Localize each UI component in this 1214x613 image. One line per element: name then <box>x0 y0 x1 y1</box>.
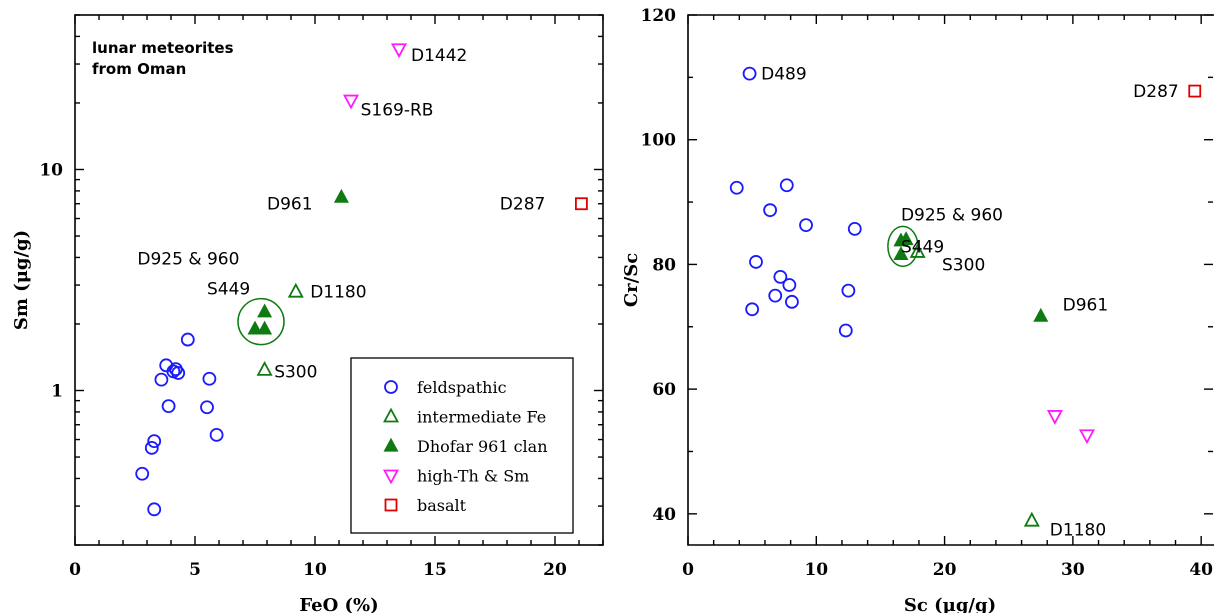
x-tick-label: 15 <box>423 560 447 580</box>
highth-point <box>342 94 360 110</box>
legend-marker-dhofar <box>383 437 399 452</box>
feldspathic-point <box>838 323 853 338</box>
feldspathic-point <box>147 434 162 449</box>
highth-point <box>390 43 408 59</box>
point-annotation: D925 & 960 <box>137 250 239 270</box>
intermediate-point <box>1023 511 1040 527</box>
feldspathic-point <box>729 180 744 195</box>
legend-label-highth: high-Th & Sm <box>417 467 529 486</box>
legend-label-dhofar: Dhofar 961 clan <box>417 437 548 456</box>
y-tick-label: 120 <box>641 6 677 26</box>
feldspathic-point <box>161 399 176 414</box>
dhofar-point <box>333 188 349 203</box>
x-tick-label: 40 <box>1189 560 1213 580</box>
point-annotation: D1180 <box>310 283 366 303</box>
dhofar-point <box>257 320 273 335</box>
feldspathic-point <box>785 294 799 309</box>
point-annotation: D1442 <box>411 46 467 66</box>
point-annotation: D925 & 960 <box>901 206 1003 226</box>
x-axis-label: FeO (%) <box>299 595 378 613</box>
feldspathic-point <box>154 372 169 387</box>
x-tick-label: 20 <box>933 560 957 580</box>
legend-label-intermediate: intermediate Fe <box>417 408 546 427</box>
highth-point <box>1046 410 1063 425</box>
point-annotation: D961 <box>1063 295 1109 315</box>
y-tick-label: 80 <box>652 255 676 275</box>
feldspathic-point <box>749 255 763 269</box>
dhofar-point <box>898 231 914 246</box>
dhofar-point <box>247 320 263 335</box>
point-annotation: S169-RB <box>361 100 434 120</box>
chart-title-line2: from Oman <box>92 60 186 78</box>
feldspathic-point <box>779 178 794 193</box>
point-annotation: D961 <box>267 195 313 215</box>
y-tick-label: 100 <box>641 131 677 151</box>
feldspathic-point <box>147 502 162 517</box>
dhofar-point <box>893 246 909 261</box>
feldspathic-point <box>841 283 856 298</box>
point-annotation: D287 <box>1133 82 1179 102</box>
chart-title-line1: lunar meteorites <box>92 39 234 57</box>
feldspathic-point <box>171 366 186 380</box>
intermediate-point <box>287 282 304 298</box>
left-chart-feo-vs-sm: 0 5 10 15 20 1 10 FeO (%) Sm (μg/g) lunar meteori… <box>11 14 604 613</box>
legend-label-feldspathic: feldspathic <box>417 378 507 397</box>
x-tick-label: 0 <box>69 560 81 580</box>
highth-point <box>1078 429 1096 445</box>
point-annotation: D1180 <box>1050 520 1106 540</box>
feldspathic-point <box>799 218 813 233</box>
x-tick-label: 10 <box>804 560 828 580</box>
intermediate-point <box>909 243 926 258</box>
y-tick-label: 60 <box>652 380 676 400</box>
y-tick-label: 1 <box>51 382 63 402</box>
x-tick-label: 0 <box>682 560 694 580</box>
feldspathic-point <box>773 269 788 284</box>
point-annotation: D489 <box>761 65 807 85</box>
feldspathic-point <box>745 302 760 317</box>
x-axis-label: Sc (μg/g) <box>904 595 996 613</box>
point-annotation: S449 <box>901 237 944 257</box>
dhofar-point <box>1033 307 1049 322</box>
right-chart-sc-vs-crsc: 0 10 20 30 40 40 60 80 100 120 Sc (μg/g) Cr/Sc D489 D… <box>621 6 1214 613</box>
point-annotation: S300 <box>274 362 317 382</box>
legend-marker-intermediate <box>382 407 400 423</box>
feldspathic-point <box>763 203 778 218</box>
feldspathic-point <box>200 400 214 415</box>
point-annotation: D287 <box>500 195 546 215</box>
intermediate-point <box>256 360 273 376</box>
y-axis-label: Sm (μg/g) <box>11 230 32 330</box>
y-tick-label: 10 <box>39 160 63 180</box>
feldspathic-point <box>847 221 862 236</box>
point-annotation: S449 <box>207 279 250 299</box>
dhofar-point <box>257 303 273 318</box>
legend-marker-highth <box>382 469 400 485</box>
feldspathic-point <box>782 278 797 292</box>
y-axis-label: Cr/Sc <box>621 253 642 307</box>
clan-highlight-circle <box>237 297 285 346</box>
feldspathic-point <box>742 66 757 81</box>
x-tick-label: 5 <box>189 560 201 580</box>
x-tick-label: 20 <box>543 560 567 580</box>
legend-marker-feldspathic <box>384 380 398 394</box>
feldspathic-point <box>202 371 217 386</box>
feldspathic-point <box>135 466 150 481</box>
x-tick-label: 30 <box>1061 560 1085 580</box>
legend-label-basalt: basalt <box>417 496 467 515</box>
feldspathic-point <box>209 427 224 442</box>
basalt-point <box>1188 84 1202 98</box>
point-annotation: S300 <box>942 255 985 275</box>
feldspathic-point <box>180 332 195 347</box>
feldspathic-point <box>768 288 783 303</box>
x-tick-label: 10 <box>303 560 327 580</box>
plot-frame <box>687 14 1214 546</box>
y-tick-label: 40 <box>652 505 676 525</box>
basalt-point <box>575 197 588 211</box>
feldspathic-point <box>144 440 159 455</box>
legend-marker-basalt <box>384 498 398 512</box>
